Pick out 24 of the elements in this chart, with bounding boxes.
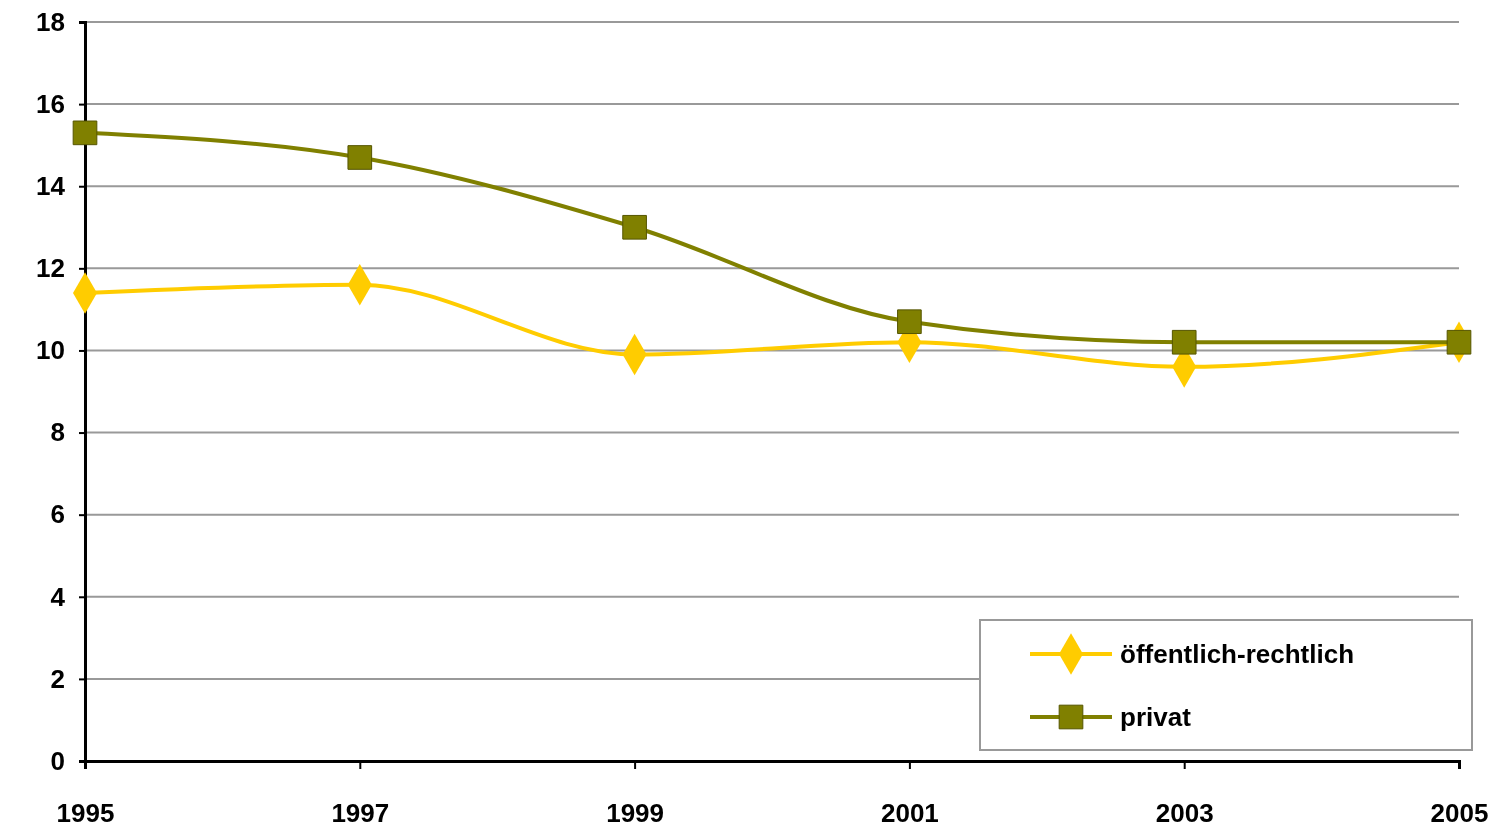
y-tick-label: 4	[50, 581, 66, 612]
point	[347, 145, 373, 170]
point	[72, 120, 98, 146]
point	[1171, 329, 1197, 355]
point	[1446, 329, 1472, 355]
y-tick-label: 18	[36, 6, 65, 37]
y-tick-label: 14	[36, 171, 66, 202]
y-tick-label: 2	[50, 663, 65, 694]
x-tick-label: 2003	[1155, 798, 1214, 828]
x-tick-label: 2001	[880, 798, 939, 828]
y-tick-label: 8	[50, 417, 65, 448]
x-tick-label: 1997	[331, 798, 390, 828]
y-tick-label: 16	[36, 88, 65, 119]
y-tick-label: 10	[36, 335, 65, 366]
point	[897, 309, 922, 335]
y-tick-label: 0	[50, 745, 65, 776]
legend-label: öffentlich-rechtlich	[1120, 639, 1355, 669]
point	[622, 214, 647, 240]
x-tick-label: 1999	[606, 798, 665, 828]
y-tick-label: 12	[36, 253, 65, 284]
x-tick-label: 2005	[1430, 798, 1489, 828]
y-tick-label: 6	[50, 499, 65, 530]
legend-label: privat	[1120, 702, 1192, 732]
x-tick-label: 1995	[56, 798, 115, 828]
